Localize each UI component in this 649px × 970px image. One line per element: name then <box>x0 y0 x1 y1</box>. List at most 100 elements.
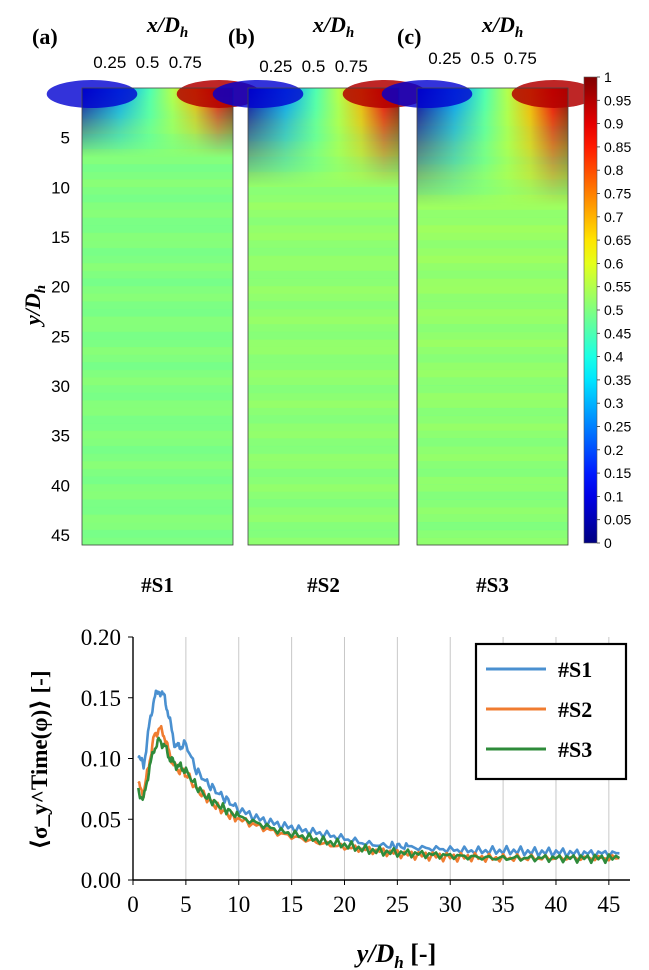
heatmap-x-tick: 0.5 <box>302 57 326 76</box>
heatmap-band <box>417 247 568 257</box>
y-tick-label: 0.10 <box>81 747 121 772</box>
heatmap-band <box>248 346 399 356</box>
heatmap-band <box>248 468 399 477</box>
y-axis-label: ⟨σ_y^Time(φ)⟩ [-] <box>27 671 52 850</box>
legend-label: #S3 <box>558 737 592 762</box>
heatmap-band <box>82 232 233 241</box>
heatmap-band <box>417 423 568 432</box>
heatmap-band <box>82 202 233 211</box>
colorbar-tick-label: 0.55 <box>604 279 631 295</box>
heatmap-band <box>82 453 233 462</box>
colorbar-tick-label: 1 <box>604 69 612 85</box>
heatmap-band <box>417 522 568 531</box>
heatmap-band <box>417 453 568 462</box>
colorbar-tick-label: 0.3 <box>604 395 624 411</box>
heatmap-band <box>82 430 233 439</box>
series-line-s3 <box>137 736 621 865</box>
x-tick-label: 5 <box>180 892 192 917</box>
heatmap-band <box>82 445 233 455</box>
heatmap-frame <box>81 87 234 546</box>
heatmap-band <box>82 209 233 218</box>
heatmap-band <box>82 308 233 317</box>
heatmap-band <box>248 278 399 287</box>
x-tick-label: 10 <box>227 892 250 917</box>
heatmap-x-tick: 0.25 <box>93 53 126 72</box>
heatmap-band <box>248 217 399 226</box>
heatmap-y-tick: 45 <box>51 526 70 545</box>
heatmap-panel-2: (b) x/Dh 0.25 0.5 0.75 #S2 <box>212 12 428 597</box>
heatmap-band <box>417 445 568 455</box>
near-field-min-region <box>381 80 473 108</box>
heatmap-band <box>248 202 399 211</box>
x-tick-label: 15 <box>280 892 303 917</box>
colorbar-tick-label: 0.15 <box>604 465 631 481</box>
heatmap-band <box>417 514 568 523</box>
heatmap-x-axis-label: x/Dh <box>146 12 188 41</box>
heatmap-band <box>248 506 399 516</box>
heatmap-band <box>248 438 399 447</box>
heatmap-y-axis-label: y/Dh <box>20 285 49 328</box>
heatmap-band <box>417 400 568 409</box>
colorbar-tick-label: 0.05 <box>604 512 631 528</box>
heatmap-band <box>417 392 568 401</box>
panel-label: (c) <box>397 24 421 49</box>
colorbar-tick-label: 0.1 <box>604 488 624 504</box>
colorbar-tick-label: 0.85 <box>604 139 631 155</box>
heatmap-band <box>417 217 568 226</box>
heatmap-band <box>417 537 568 546</box>
heatmap-band <box>248 232 399 241</box>
legend-label: #S1 <box>558 657 592 682</box>
heatmap-band <box>248 187 399 196</box>
heatmap-band <box>82 217 233 226</box>
heatmap-band <box>82 484 233 493</box>
colorbar-tick-label: 0.8 <box>604 162 624 178</box>
x-tick-label: 40 <box>544 892 567 917</box>
heatmap-band <box>248 293 399 302</box>
heatmap-band <box>248 415 399 424</box>
x-tick-label: 25 <box>386 892 409 917</box>
heatmap-band <box>82 491 233 500</box>
colorbar-tick-label: 0.9 <box>604 116 624 132</box>
heatmap-band <box>417 369 568 378</box>
heatmap-band <box>417 270 568 279</box>
heatmap-panels: (a) x/Dh 0.25 0.5 0.75 #S1 (b) x/Dh 0.25 0.5 0.75 #… <box>32 12 597 597</box>
heatmap-band <box>417 346 568 356</box>
heatmap-band <box>417 354 568 363</box>
heatmap-band <box>417 324 568 333</box>
heatmap-band <box>248 400 399 409</box>
heatmap-x-axis-label: x/Dh <box>312 12 354 41</box>
heatmap-y-tick: 15 <box>51 228 70 247</box>
heatmap-band <box>82 270 233 279</box>
heatmap-band <box>248 247 399 257</box>
heatmap-band <box>417 468 568 477</box>
colorbar-tick-label: 0.65 <box>604 232 631 248</box>
x-tick-label: 35 <box>492 892 515 917</box>
heatmap-band <box>82 301 233 310</box>
heatmap-x-axis-label: x/Dh <box>481 12 523 41</box>
heatmap-band <box>417 286 568 295</box>
heatmap-band <box>248 461 399 470</box>
heatmap-y-tick: 35 <box>51 427 70 446</box>
heatmap-band <box>82 324 233 333</box>
colorbar-tick-label: 0.5 <box>604 302 624 318</box>
heatmap-band <box>417 278 568 287</box>
heatmap-band <box>82 476 233 485</box>
heatmap-band <box>82 499 233 508</box>
near-field-min-region <box>46 80 138 108</box>
heatmap-y-tick: 40 <box>51 476 70 495</box>
heatmap-y-axis: y/Dh <box>20 285 49 328</box>
heatmap-band <box>248 385 399 394</box>
near-field-min-region <box>212 80 304 108</box>
heatmap-band <box>82 331 233 340</box>
heatmap-band <box>417 377 568 386</box>
heatmap-band <box>417 362 568 371</box>
heatmap-band <box>248 514 399 523</box>
panel-label: (a) <box>32 24 58 49</box>
heatmap-band <box>82 171 233 180</box>
heatmap-band <box>248 369 399 378</box>
heatmap-band <box>417 293 568 302</box>
heatmap-band <box>248 392 399 401</box>
heatmap-band <box>82 354 233 363</box>
heatmap-band <box>82 369 233 378</box>
heatmap-band <box>417 331 568 340</box>
